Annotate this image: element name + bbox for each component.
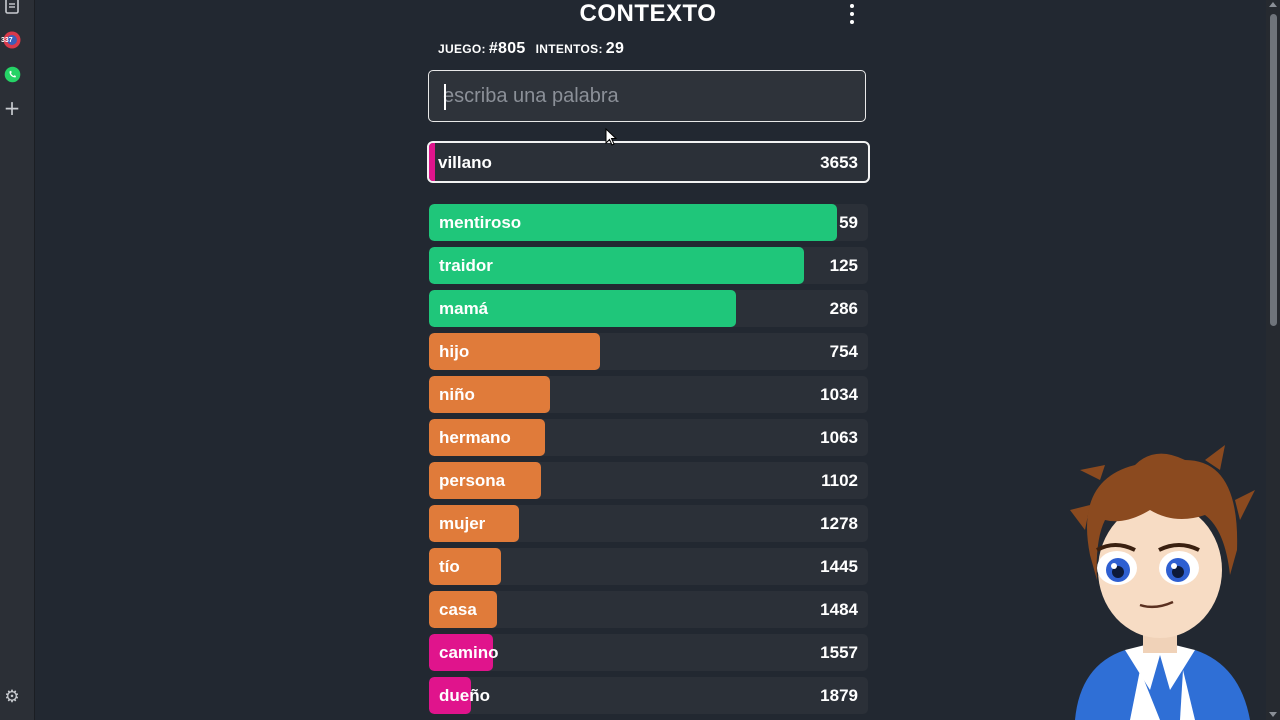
browser-sidebar: 337 + ⚙: [0, 0, 35, 720]
similarity-bar: [429, 376, 550, 413]
guess-rank: 125: [829, 256, 858, 275]
book-icon[interactable]: [3, 0, 21, 15]
attempts-count: 29: [605, 40, 625, 57]
guess-rank: 1445: [820, 557, 858, 576]
word-input[interactable]: [428, 70, 866, 122]
guess-row: mujer 1278: [429, 505, 868, 542]
whatsapp-icon[interactable]: [3, 65, 21, 83]
more-options-icon[interactable]: [846, 4, 858, 24]
guess-rank: 1102: [821, 471, 858, 490]
similarity-bar: [429, 548, 501, 585]
guess-row: dueño 1879: [429, 677, 868, 714]
attempts-label: INTENTOS:: [535, 42, 603, 56]
guess-row: mamá 286: [429, 290, 868, 327]
scrollbar-thumb[interactable]: [1270, 14, 1277, 326]
last-guess-row: villano 3653: [427, 141, 870, 183]
scroll-up-arrow-icon[interactable]: [1269, 2, 1277, 7]
page-title: CONTEXTO: [579, 0, 717, 27]
scroll-down-arrow-icon[interactable]: [1269, 712, 1277, 717]
guess-rank: 1484: [820, 600, 858, 619]
similarity-bar: [429, 462, 541, 499]
notification-badge-icon[interactable]: [3, 31, 21, 49]
guess-rank: 286: [829, 299, 858, 318]
guess-rank: 754: [829, 342, 858, 361]
guess-word: hijo: [439, 342, 470, 361]
guess-row: mentiroso 59: [429, 204, 868, 241]
guess-word: mentiroso: [439, 213, 522, 232]
guess-word: casa: [439, 600, 477, 619]
guess-row: hermano 1063: [429, 419, 868, 456]
last-guess-rank: 3653: [820, 153, 858, 172]
game-number: #805: [488, 40, 526, 57]
guess-word: hermano: [439, 428, 511, 447]
similarity-bar: [429, 505, 519, 542]
guess-word: camino: [439, 643, 499, 662]
similarity-bar: [429, 290, 736, 327]
similarity-bar: [429, 419, 545, 456]
similarity-bar: [429, 247, 804, 284]
guess-word: niño: [439, 385, 475, 404]
similarity-bar: [429, 677, 471, 714]
guess-row: tío 1445: [429, 548, 868, 585]
last-guess-accent: [429, 143, 435, 181]
guess-row: niño 1034: [429, 376, 868, 413]
gear-icon[interactable]: ⚙: [4, 687, 20, 707]
guess-row: persona 1102: [429, 462, 868, 499]
page-scrollbar[interactable]: [1266, 0, 1280, 720]
guess-row: traidor 125: [429, 247, 868, 284]
guess-rank: 1034: [820, 385, 858, 404]
guess-rank: 1557: [820, 643, 858, 662]
similarity-bar: [429, 591, 497, 628]
notification-badge-count: 337: [1, 37, 13, 44]
guess-word: dueño: [439, 686, 490, 705]
guess-rank: 1278: [820, 514, 858, 533]
guess-row: casa 1484: [429, 591, 868, 628]
guess-row: camino 1557: [429, 634, 868, 671]
guess-word: traidor: [439, 256, 493, 275]
game-info: JUEGO: #805 INTENTOS: 29: [438, 40, 634, 58]
similarity-bar: [429, 634, 493, 671]
similarity-bar: [429, 204, 837, 241]
streamer-avatar: [1070, 445, 1255, 720]
plus-icon[interactable]: +: [3, 96, 21, 120]
game-label: JUEGO:: [438, 42, 486, 56]
guess-rank: 1063: [820, 428, 858, 447]
guess-row: hijo 754: [429, 333, 868, 370]
guess-word: persona: [439, 471, 506, 490]
guess-word: mujer: [439, 514, 486, 533]
guess-rank: 59: [839, 213, 858, 232]
last-guess-word: villano: [438, 153, 492, 172]
guess-word: tío: [439, 557, 460, 576]
mouse-cursor-icon: [605, 128, 618, 146]
text-caret: [444, 84, 446, 110]
guess-rank: 1879: [820, 686, 858, 705]
guess-word: mamá: [439, 299, 489, 318]
similarity-bar: [429, 333, 600, 370]
